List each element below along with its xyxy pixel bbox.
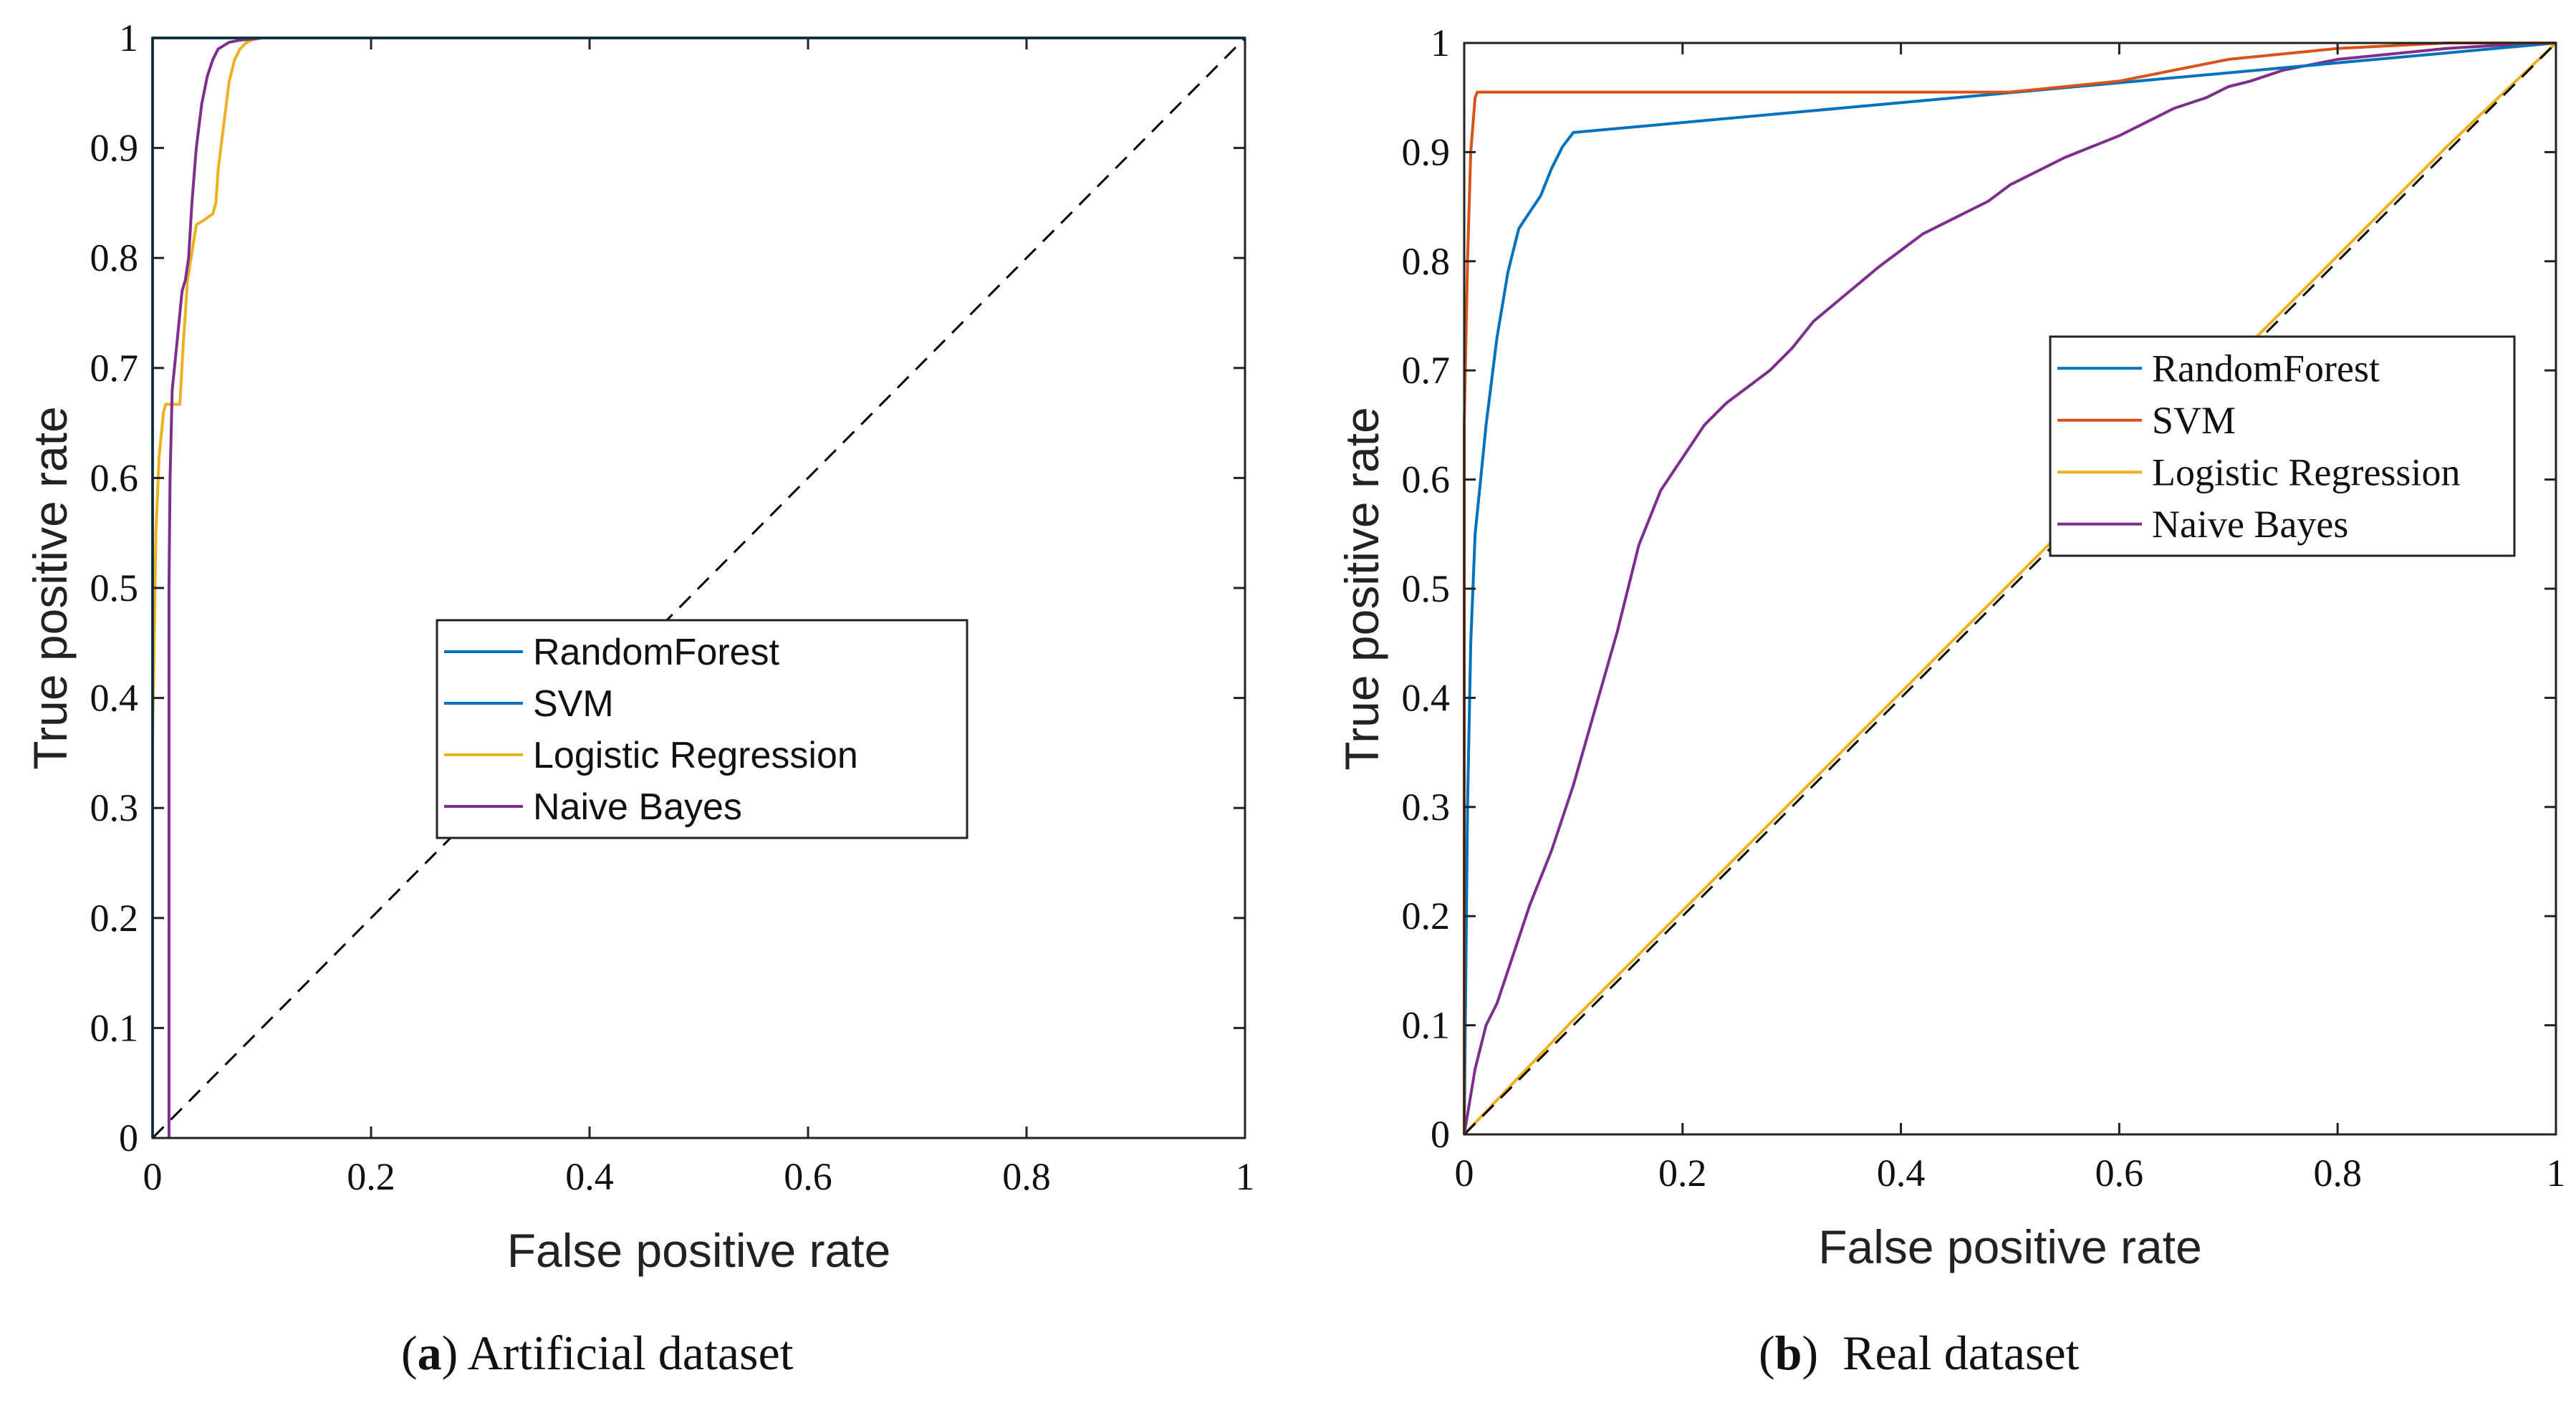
y-tick-label: 0.9 bbox=[90, 127, 139, 170]
y-tick-label: 0.9 bbox=[1402, 130, 1451, 173]
legend-box bbox=[2049, 335, 2516, 557]
series-logistic-regression-line bbox=[1463, 42, 2557, 1136]
x-axis-label: False positive rate bbox=[507, 1224, 891, 1277]
x-tick-label: 0.8 bbox=[2313, 1152, 2362, 1195]
x-tick-label: 0.4 bbox=[565, 1155, 614, 1198]
x-axis-label: False positive rate bbox=[1818, 1220, 2202, 1273]
x-tick-label: 1 bbox=[1236, 1155, 1255, 1198]
y-tick-label: 0.1 bbox=[90, 1006, 139, 1049]
caption-b: (b) Real dataset bbox=[1759, 1326, 2080, 1380]
x-tick-label: 1 bbox=[2547, 1152, 2566, 1195]
y-tick-label: 1 bbox=[1431, 21, 1450, 64]
chart-panel-0: 0 0.2 0.4 0.6 0.8 1 0 0.1 0.2 0.3 0.4 0.5 0.6 0.7 0.8 0… bbox=[24, 16, 1255, 1277]
caption-a-letter: a bbox=[417, 1326, 442, 1380]
y-tick-label: 0.2 bbox=[90, 897, 139, 940]
legend-entry-label: Naive Bayes bbox=[2152, 503, 2348, 546]
y-tick-label: 1 bbox=[119, 16, 138, 59]
y-tick-label: 0.5 bbox=[1402, 567, 1451, 610]
y-tick-label: 0.8 bbox=[90, 236, 139, 279]
x-tick-label: 0.6 bbox=[784, 1155, 832, 1198]
legend-entry-label: RandomForest bbox=[2152, 347, 2380, 390]
y-tick-label: 0.7 bbox=[90, 347, 139, 390]
y-tick-label: 0.3 bbox=[1402, 786, 1451, 829]
y-axis-label: True positive rate bbox=[1335, 407, 1388, 770]
series-randomforest-line bbox=[1463, 42, 2557, 1135]
y-axis-label: True positive rate bbox=[24, 406, 77, 769]
legend: RandomForest SVM Logistic Regression Naive … bbox=[2049, 335, 2516, 557]
y-tick-label: 0.6 bbox=[90, 456, 139, 499]
x-tick-label: 0 bbox=[1455, 1152, 1474, 1195]
x-tick-label: 0.8 bbox=[1002, 1155, 1051, 1198]
x-tick-label: 0.2 bbox=[1658, 1152, 1707, 1195]
legend-entry-label: SVM bbox=[533, 683, 614, 725]
legend-entry-label: SVM bbox=[2152, 399, 2236, 442]
y-tick-label: 0.3 bbox=[90, 786, 139, 829]
y-tick-label: 0.1 bbox=[1402, 1004, 1451, 1047]
x-tick-label: 0.4 bbox=[1877, 1152, 1926, 1195]
legend-entry-label: Logistic Regression bbox=[533, 735, 858, 776]
y-tick-label: 0.2 bbox=[1402, 894, 1451, 937]
series-svm-line bbox=[1463, 42, 2556, 1134]
y-tick-label: 0.5 bbox=[90, 566, 139, 609]
x-tick-label: 0.2 bbox=[347, 1155, 395, 1198]
y-tick-label: 0.6 bbox=[1402, 458, 1451, 501]
legend-entry-label: Naive Bayes bbox=[533, 786, 742, 828]
legend-entry-label: RandomForest bbox=[533, 632, 779, 673]
chart-panel-1: 0 0.2 0.4 0.6 0.8 1 0 0.1 0.2 0.3 0.4 0.5 0.6 0.7 0.8 0… bbox=[1335, 21, 2566, 1273]
legend-box bbox=[436, 619, 969, 839]
y-tick-label: 0.4 bbox=[90, 677, 139, 720]
x-tick-label: 0 bbox=[143, 1155, 163, 1198]
caption-b-letter: b bbox=[1774, 1326, 1802, 1380]
caption-a: (a) Artificial dataset bbox=[401, 1326, 794, 1380]
legend: RandomForest SVM Logistic Regression Naive … bbox=[436, 619, 969, 839]
series-naive-bayes-line bbox=[1463, 42, 2557, 1135]
y-tick-label: 0.4 bbox=[1402, 676, 1451, 719]
caption-b-text: Real dataset bbox=[1842, 1326, 2080, 1380]
series-naive-bayes-line bbox=[167, 37, 1245, 1138]
y-tick-label: 0.8 bbox=[1402, 240, 1451, 283]
y-tick-label: 0 bbox=[1431, 1113, 1450, 1156]
y-tick-label: 0 bbox=[119, 1117, 138, 1159]
x-tick-label: 0.6 bbox=[2095, 1152, 2144, 1195]
y-tick-label: 0.7 bbox=[1402, 349, 1451, 392]
series-diagonal-line bbox=[151, 37, 1246, 1139]
legend-entry-label: Logistic Regression bbox=[2152, 450, 2460, 493]
caption-a-text: Artificial dataset bbox=[467, 1326, 794, 1380]
